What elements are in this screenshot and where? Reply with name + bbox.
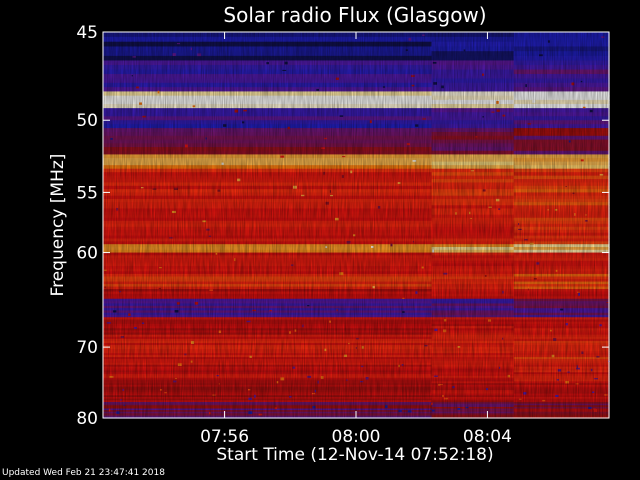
y-tick-label: 70 [76, 338, 98, 358]
y-tick-label: 60 [76, 244, 98, 264]
y-axis-ticks: 45 50 55 60 70 80 [76, 23, 609, 429]
y-tick-label: 45 [76, 23, 98, 43]
x-tick-label: 08:00 [332, 427, 381, 447]
x-tick-label: 07:56 [200, 427, 249, 447]
y-tick-label: 55 [76, 183, 98, 203]
x-tick-label: 08:04 [463, 427, 512, 447]
x-axis-ticks: 07:56 08:00 08:04 [200, 32, 512, 447]
updated-timestamp: Updated Wed Feb 21 23:47:41 2018 [2, 468, 165, 478]
y-tick-label: 80 [76, 409, 98, 429]
x-axis-label: Start Time (12-Nov-14 07:52:18) [216, 445, 493, 465]
spectrogram-noise-overlay [103, 32, 609, 418]
y-tick-label: 50 [76, 111, 98, 131]
chart-title: Solar radio Flux (Glasgow) [223, 3, 486, 27]
y-axis-label: Frequency [MHz] [48, 154, 68, 297]
